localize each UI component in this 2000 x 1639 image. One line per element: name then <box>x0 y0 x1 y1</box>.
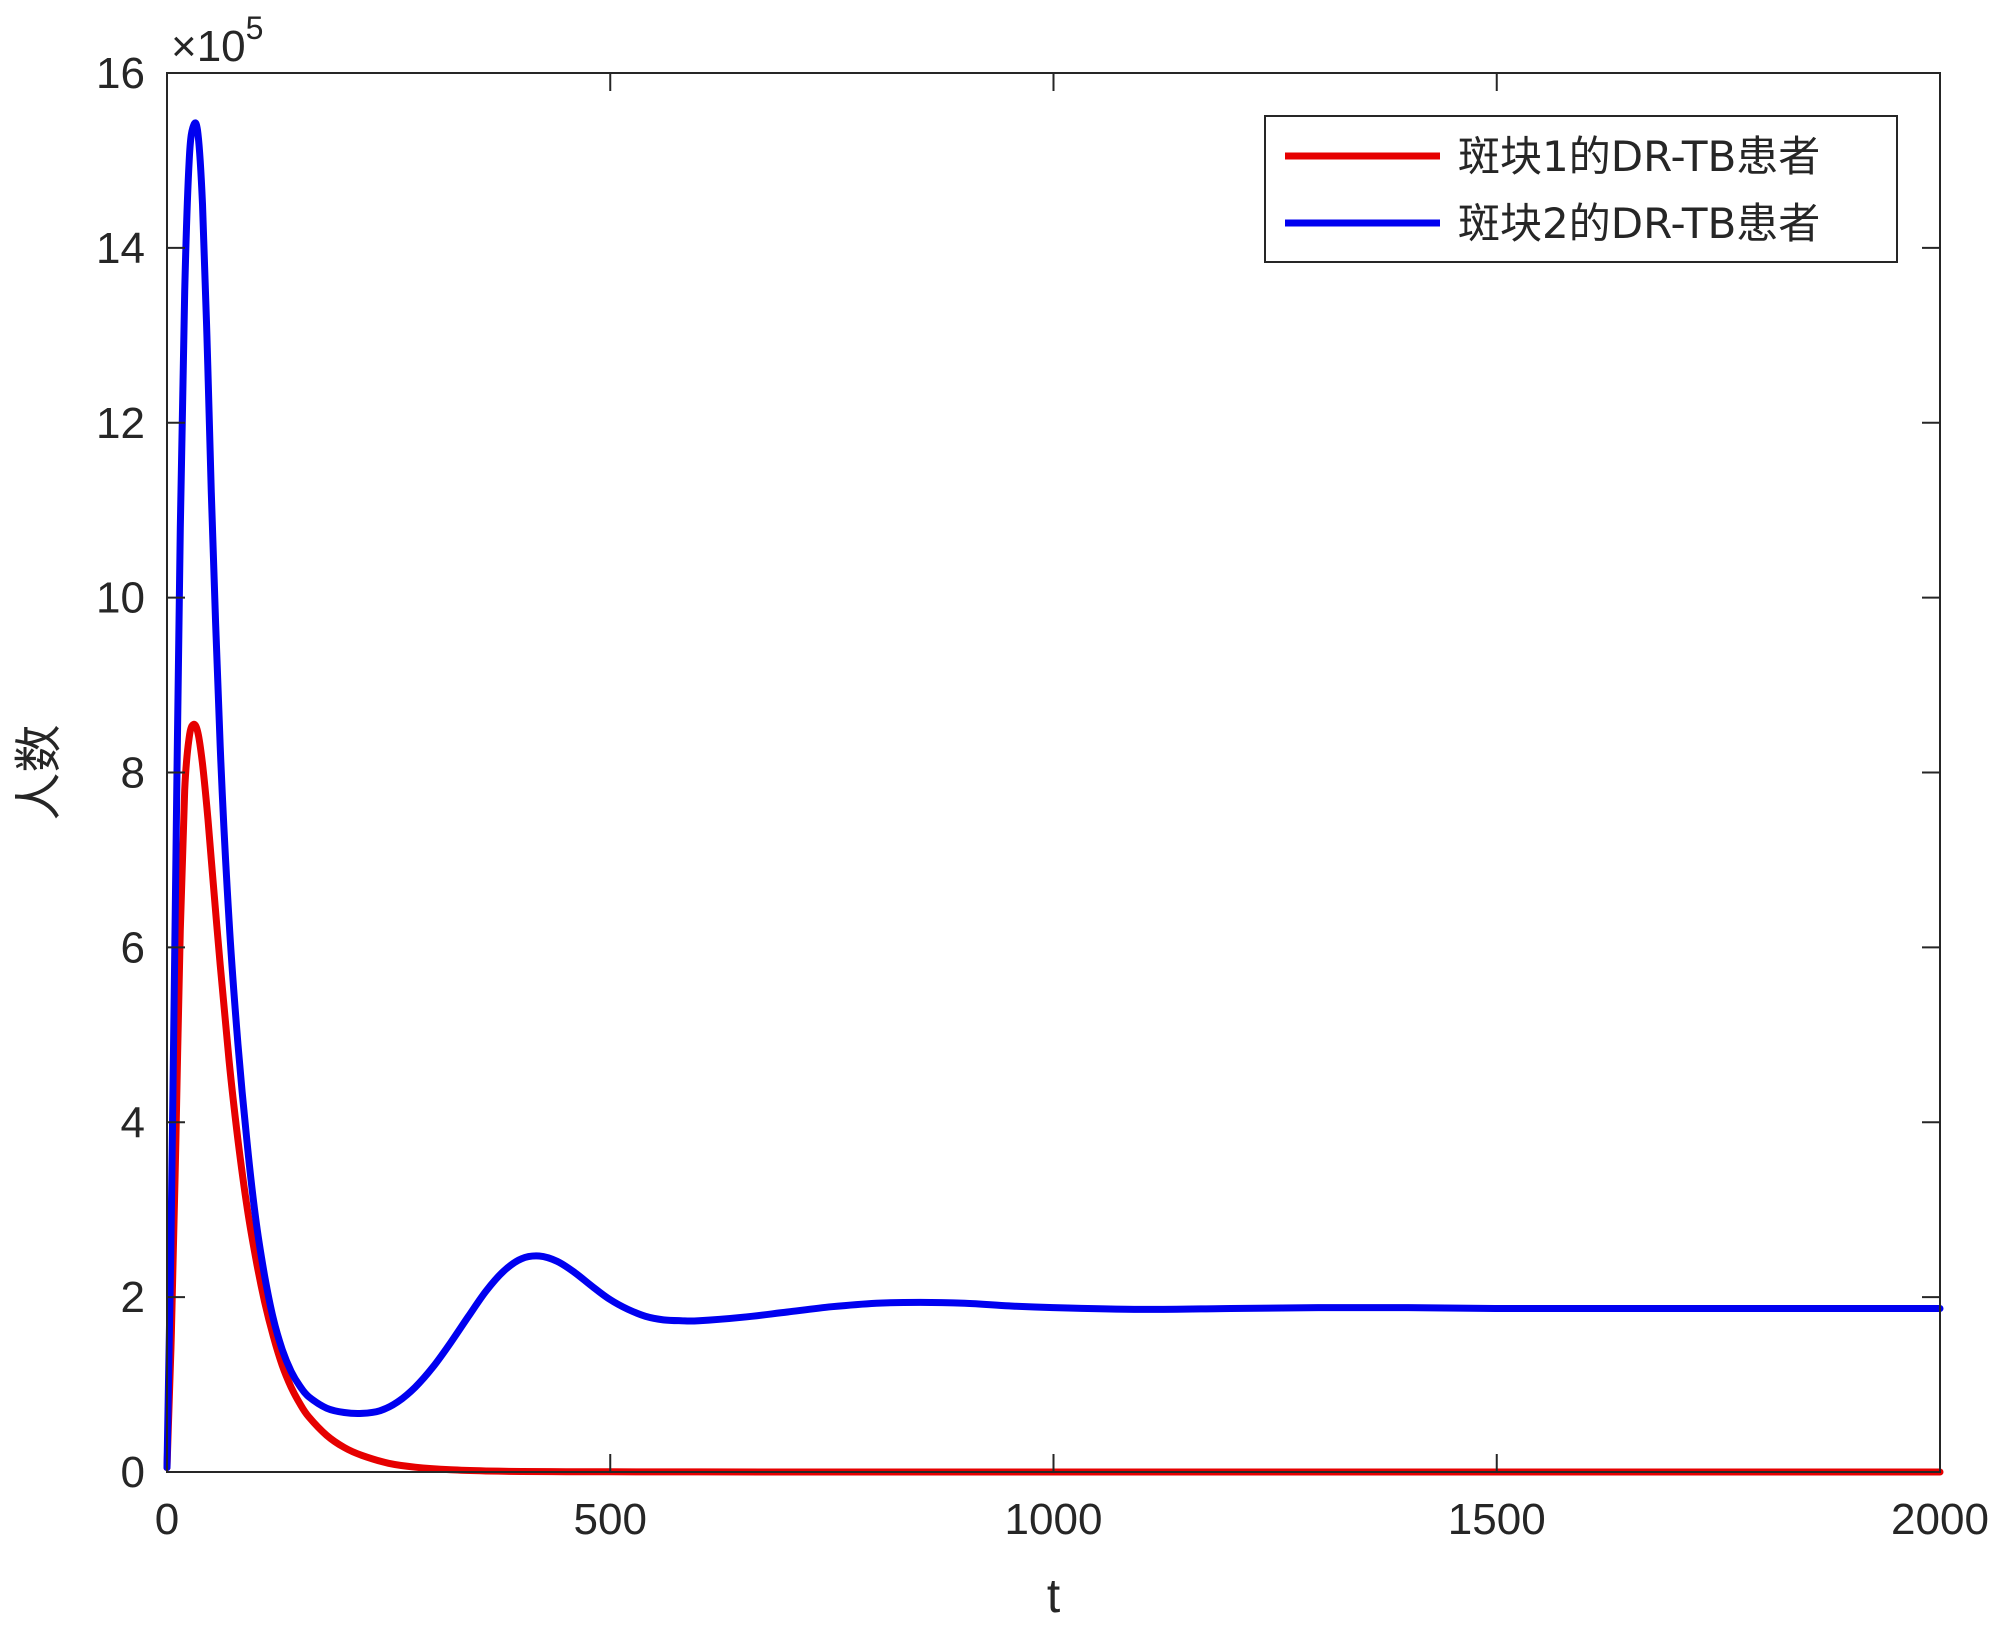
y-tick-label: 12 <box>96 399 145 448</box>
y-tick-label: 14 <box>96 224 145 273</box>
x-tick-label: 1500 <box>1448 1495 1546 1544</box>
series-line-2 <box>163 119 1944 1472</box>
legend-box <box>1264 115 1898 263</box>
y-tick-label: 4 <box>121 1098 145 1147</box>
legend-label-1: 斑块1的DR-TB患者 <box>1458 132 1820 181</box>
x-axis: 0 500 1000 1500 2000 <box>155 73 1989 1544</box>
x-tick-label: 0 <box>155 1495 179 1544</box>
y-axis-label: 人数 <box>13 724 66 820</box>
y-tick-label: 10 <box>96 574 145 623</box>
x-tick-label: 2000 <box>1891 1495 1989 1544</box>
y-tick-label: 6 <box>121 923 145 972</box>
y-tick-label: 0 <box>121 1448 145 1497</box>
x-tick-label: 1000 <box>1005 1495 1103 1544</box>
y-tick-label: 16 <box>96 49 145 98</box>
y-axis-exponent-power: 5 <box>246 10 264 46</box>
x-tick-label: 500 <box>574 1495 647 1544</box>
x-axis-label: t <box>1047 1570 1060 1623</box>
y-tick-label: 8 <box>121 749 145 798</box>
y-axis-exponent-base: ×10 <box>171 22 246 71</box>
y-tick-label: 2 <box>121 1273 145 1322</box>
y-axis-exponent: ×105 <box>171 10 263 71</box>
y-axis: 0 2 4 6 8 10 12 14 16 <box>96 49 1940 1497</box>
legend-label-2: 斑块2的DR-TB患者 <box>1458 199 1820 248</box>
